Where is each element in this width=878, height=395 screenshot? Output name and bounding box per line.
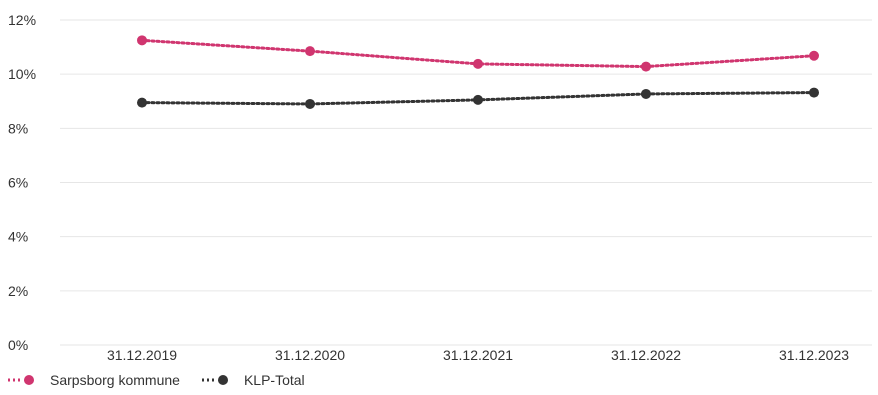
x-tick-label-3: 31.12.2022 [611,347,681,363]
data-point-1-0[interactable] [137,97,147,108]
legend-label-sarpsborg: Sarpsborg kommune [50,372,180,388]
y-tick-label-4: 8% [8,120,28,136]
x-tick-label-1: 31.12.2020 [275,347,345,363]
x-tick-label-4: 31.12.2023 [779,347,849,363]
data-point-0-3[interactable] [641,61,651,72]
x-tick-label-0: 31.12.2019 [107,347,177,363]
data-point-0-4[interactable] [809,50,819,61]
legend-marker-sarpsborg [8,375,34,385]
legend-item-klp-total[interactable]: KLP-Total [201,372,305,388]
data-point-1-2[interactable] [473,94,483,105]
y-tick-label-2: 4% [8,229,28,245]
legend-label-klp-total: KLP-Total [243,372,305,388]
y-tick-label-6: 12% [8,12,36,28]
data-point-0-2[interactable] [473,58,483,69]
y-tick-label-0: 0% [8,337,28,353]
y-tick-label-3: 6% [8,175,28,191]
y-tick-label-1: 2% [8,283,28,299]
y-tick-label-5: 10% [8,66,36,82]
chart-legend: Sarpsborg kommune KLP-Total [8,370,327,390]
data-point-1-3[interactable] [641,88,651,99]
data-point-1-4[interactable] [809,87,819,98]
data-point-1-1[interactable] [305,98,315,109]
legend-marker-klp-total [201,375,228,385]
x-tick-label-2: 31.12.2021 [443,347,513,363]
legend-item-sarpsborg[interactable]: Sarpsborg kommune [8,372,180,388]
data-point-0-1[interactable] [305,46,315,57]
data-point-0-0[interactable] [137,35,147,46]
